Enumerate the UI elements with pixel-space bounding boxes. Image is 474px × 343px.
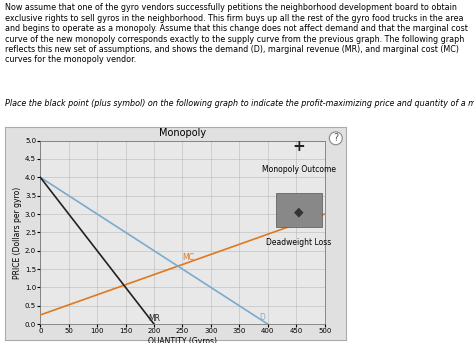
Text: Deadweight Loss: Deadweight Loss xyxy=(266,238,331,247)
Text: MC: MC xyxy=(182,253,194,262)
Text: D: D xyxy=(259,314,265,322)
Text: Now assume that one of the gyro vendors successfully petitions the neighborhood : Now assume that one of the gyro vendors … xyxy=(5,3,468,64)
Text: Place the black point (plus symbol) on the following graph to indicate the profi: Place the black point (plus symbol) on t… xyxy=(5,99,474,108)
Text: MR: MR xyxy=(148,314,160,323)
Text: ◆: ◆ xyxy=(294,205,303,218)
Text: Monopoly Outcome: Monopoly Outcome xyxy=(262,166,336,175)
Title: Monopoly: Monopoly xyxy=(159,129,206,139)
X-axis label: QUANTITY (Gyros): QUANTITY (Gyros) xyxy=(148,337,217,343)
Text: ?: ? xyxy=(333,133,338,143)
Y-axis label: PRICE (Dollars per gyro): PRICE (Dollars per gyro) xyxy=(13,186,22,279)
Text: +: + xyxy=(292,139,305,154)
FancyBboxPatch shape xyxy=(276,193,321,227)
